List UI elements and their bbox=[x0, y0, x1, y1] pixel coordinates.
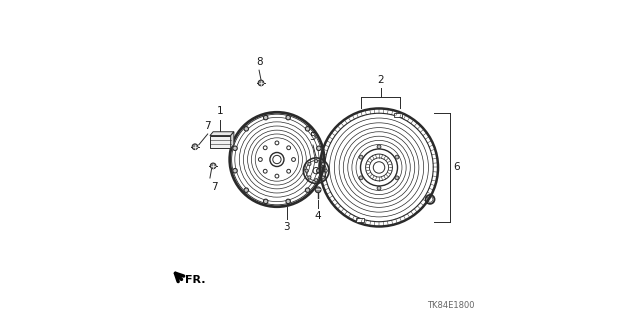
Circle shape bbox=[315, 160, 318, 163]
Circle shape bbox=[377, 145, 381, 149]
Circle shape bbox=[359, 155, 363, 159]
Circle shape bbox=[305, 127, 310, 131]
FancyBboxPatch shape bbox=[356, 218, 364, 222]
FancyBboxPatch shape bbox=[210, 136, 230, 148]
Text: TK84E1800: TK84E1800 bbox=[428, 301, 475, 310]
Circle shape bbox=[244, 127, 248, 131]
Text: 7: 7 bbox=[204, 121, 211, 131]
Circle shape bbox=[305, 188, 310, 192]
Circle shape bbox=[395, 155, 399, 159]
Text: 8: 8 bbox=[256, 57, 262, 67]
Circle shape bbox=[264, 199, 268, 204]
Circle shape bbox=[395, 176, 399, 180]
Circle shape bbox=[324, 169, 327, 172]
Text: 2: 2 bbox=[378, 75, 384, 85]
Circle shape bbox=[377, 186, 381, 190]
Text: 4: 4 bbox=[315, 211, 321, 221]
Polygon shape bbox=[210, 132, 234, 136]
Circle shape bbox=[233, 146, 237, 151]
Circle shape bbox=[286, 199, 291, 204]
Circle shape bbox=[286, 115, 291, 120]
Circle shape bbox=[192, 144, 198, 150]
Circle shape bbox=[359, 176, 363, 180]
Text: 6: 6 bbox=[453, 162, 460, 173]
Circle shape bbox=[258, 80, 264, 86]
Circle shape bbox=[317, 168, 321, 173]
Text: 7: 7 bbox=[212, 182, 218, 192]
Text: 3: 3 bbox=[283, 222, 290, 232]
Circle shape bbox=[233, 168, 237, 173]
Circle shape bbox=[264, 115, 268, 120]
Circle shape bbox=[317, 146, 321, 151]
Polygon shape bbox=[230, 132, 234, 148]
Circle shape bbox=[244, 188, 248, 192]
Circle shape bbox=[211, 163, 216, 169]
Text: FR.: FR. bbox=[186, 275, 206, 285]
Circle shape bbox=[305, 169, 308, 172]
Circle shape bbox=[308, 162, 311, 166]
Text: 1: 1 bbox=[217, 107, 223, 116]
Circle shape bbox=[321, 162, 324, 166]
Circle shape bbox=[315, 179, 318, 182]
FancyBboxPatch shape bbox=[394, 113, 402, 117]
Circle shape bbox=[308, 176, 311, 179]
Text: 5: 5 bbox=[310, 132, 316, 142]
Circle shape bbox=[321, 176, 324, 179]
Circle shape bbox=[316, 187, 321, 193]
